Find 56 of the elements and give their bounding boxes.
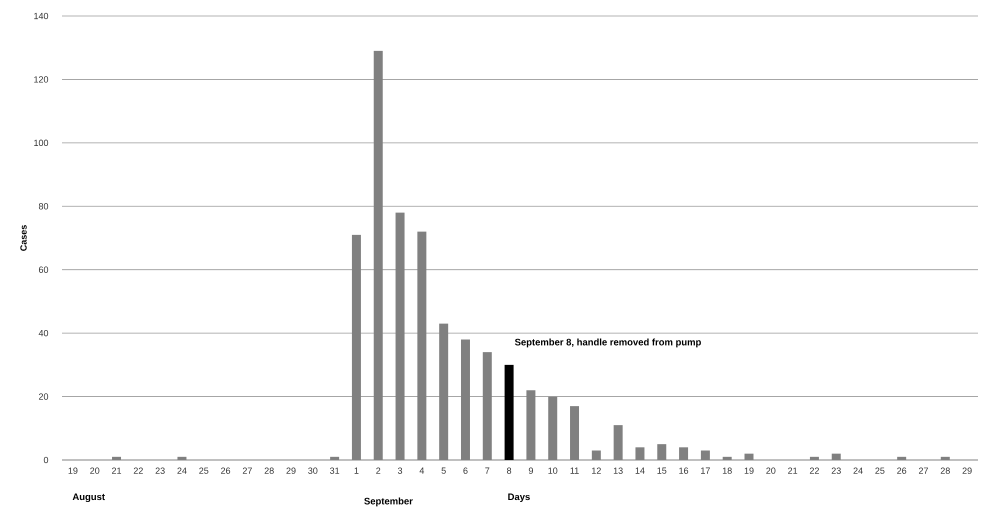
x-tick-label: 3 — [398, 468, 402, 474]
annotation: September 8, handle removed from pump — [514, 338, 701, 348]
x-tick-label: 14 — [636, 468, 645, 474]
x-tick-label: 1 — [354, 468, 358, 474]
y-tick-label: 100 — [34, 140, 48, 146]
x-axis-title: Days — [508, 494, 530, 502]
x-tick-label: 30 — [308, 468, 318, 474]
y-tick-label: 0 — [44, 456, 48, 464]
x-tick-label: 29 — [962, 468, 972, 474]
x-tick-label: 20 — [766, 468, 776, 474]
x-tick-label: 23 — [156, 468, 165, 474]
x-tick-label: 19 — [68, 468, 78, 474]
x-tick-label: 13 — [614, 468, 623, 474]
y-tick-label: 140 — [34, 12, 48, 20]
x-tick-label: 5 — [442, 468, 446, 474]
text: September — [364, 498, 413, 506]
x-tick-label: 16 — [679, 468, 688, 474]
x-tick-label: 24 — [854, 468, 863, 474]
x-tick-label: 26 — [897, 468, 906, 474]
x-tick-label: 22 — [134, 468, 143, 474]
x-tick-label: 31 — [330, 468, 340, 474]
y-axis-title: Cases — [20, 225, 27, 251]
y-tick-label: 60 — [38, 266, 48, 273]
x-tick-label: 9 — [528, 468, 533, 474]
x-tick-label: 8 — [506, 468, 512, 474]
x-tick-label: 20 — [90, 468, 100, 474]
x-tick-label: 23 — [832, 468, 841, 474]
x-tick-label: 12 — [592, 468, 601, 474]
x-tick-label: 10 — [548, 468, 558, 474]
y-tick-label: 120 — [34, 76, 48, 83]
x-tick-label: 21 — [788, 468, 798, 474]
x-tick-label: 25 — [199, 468, 208, 474]
x-tick-label: 4 — [420, 468, 424, 474]
x-tick-label: 28 — [264, 468, 274, 474]
x-tick-label: 29 — [286, 468, 296, 474]
x-tick-label: 28 — [940, 468, 950, 474]
y-tick-label: 80 — [38, 203, 48, 210]
x-tick-label: 2 — [376, 468, 380, 474]
y-tick-label: 40 — [38, 330, 48, 336]
x-tick-label: 25 — [875, 468, 884, 474]
x-tick-label: 11 — [570, 468, 579, 474]
x-tick-label: 7 — [485, 468, 490, 474]
x-tick-label: 18 — [722, 468, 732, 474]
x-tick-label: 6 — [463, 468, 468, 474]
x-tick-label: 17 — [701, 468, 710, 474]
bar — [504, 364, 514, 460]
x-tick-label: 19 — [744, 468, 754, 474]
x-tick-label: 27 — [918, 468, 928, 474]
x-tick-label: 27 — [242, 468, 252, 474]
x-tick-label: 26 — [221, 468, 230, 474]
x-tick-label: 21 — [112, 468, 122, 474]
text: August — [72, 494, 105, 502]
x-tick-label: 22 — [810, 468, 819, 474]
y-tick-label: 20 — [38, 393, 48, 400]
x-tick-label: 15 — [657, 468, 666, 474]
x-tick-label: 24 — [177, 468, 187, 474]
